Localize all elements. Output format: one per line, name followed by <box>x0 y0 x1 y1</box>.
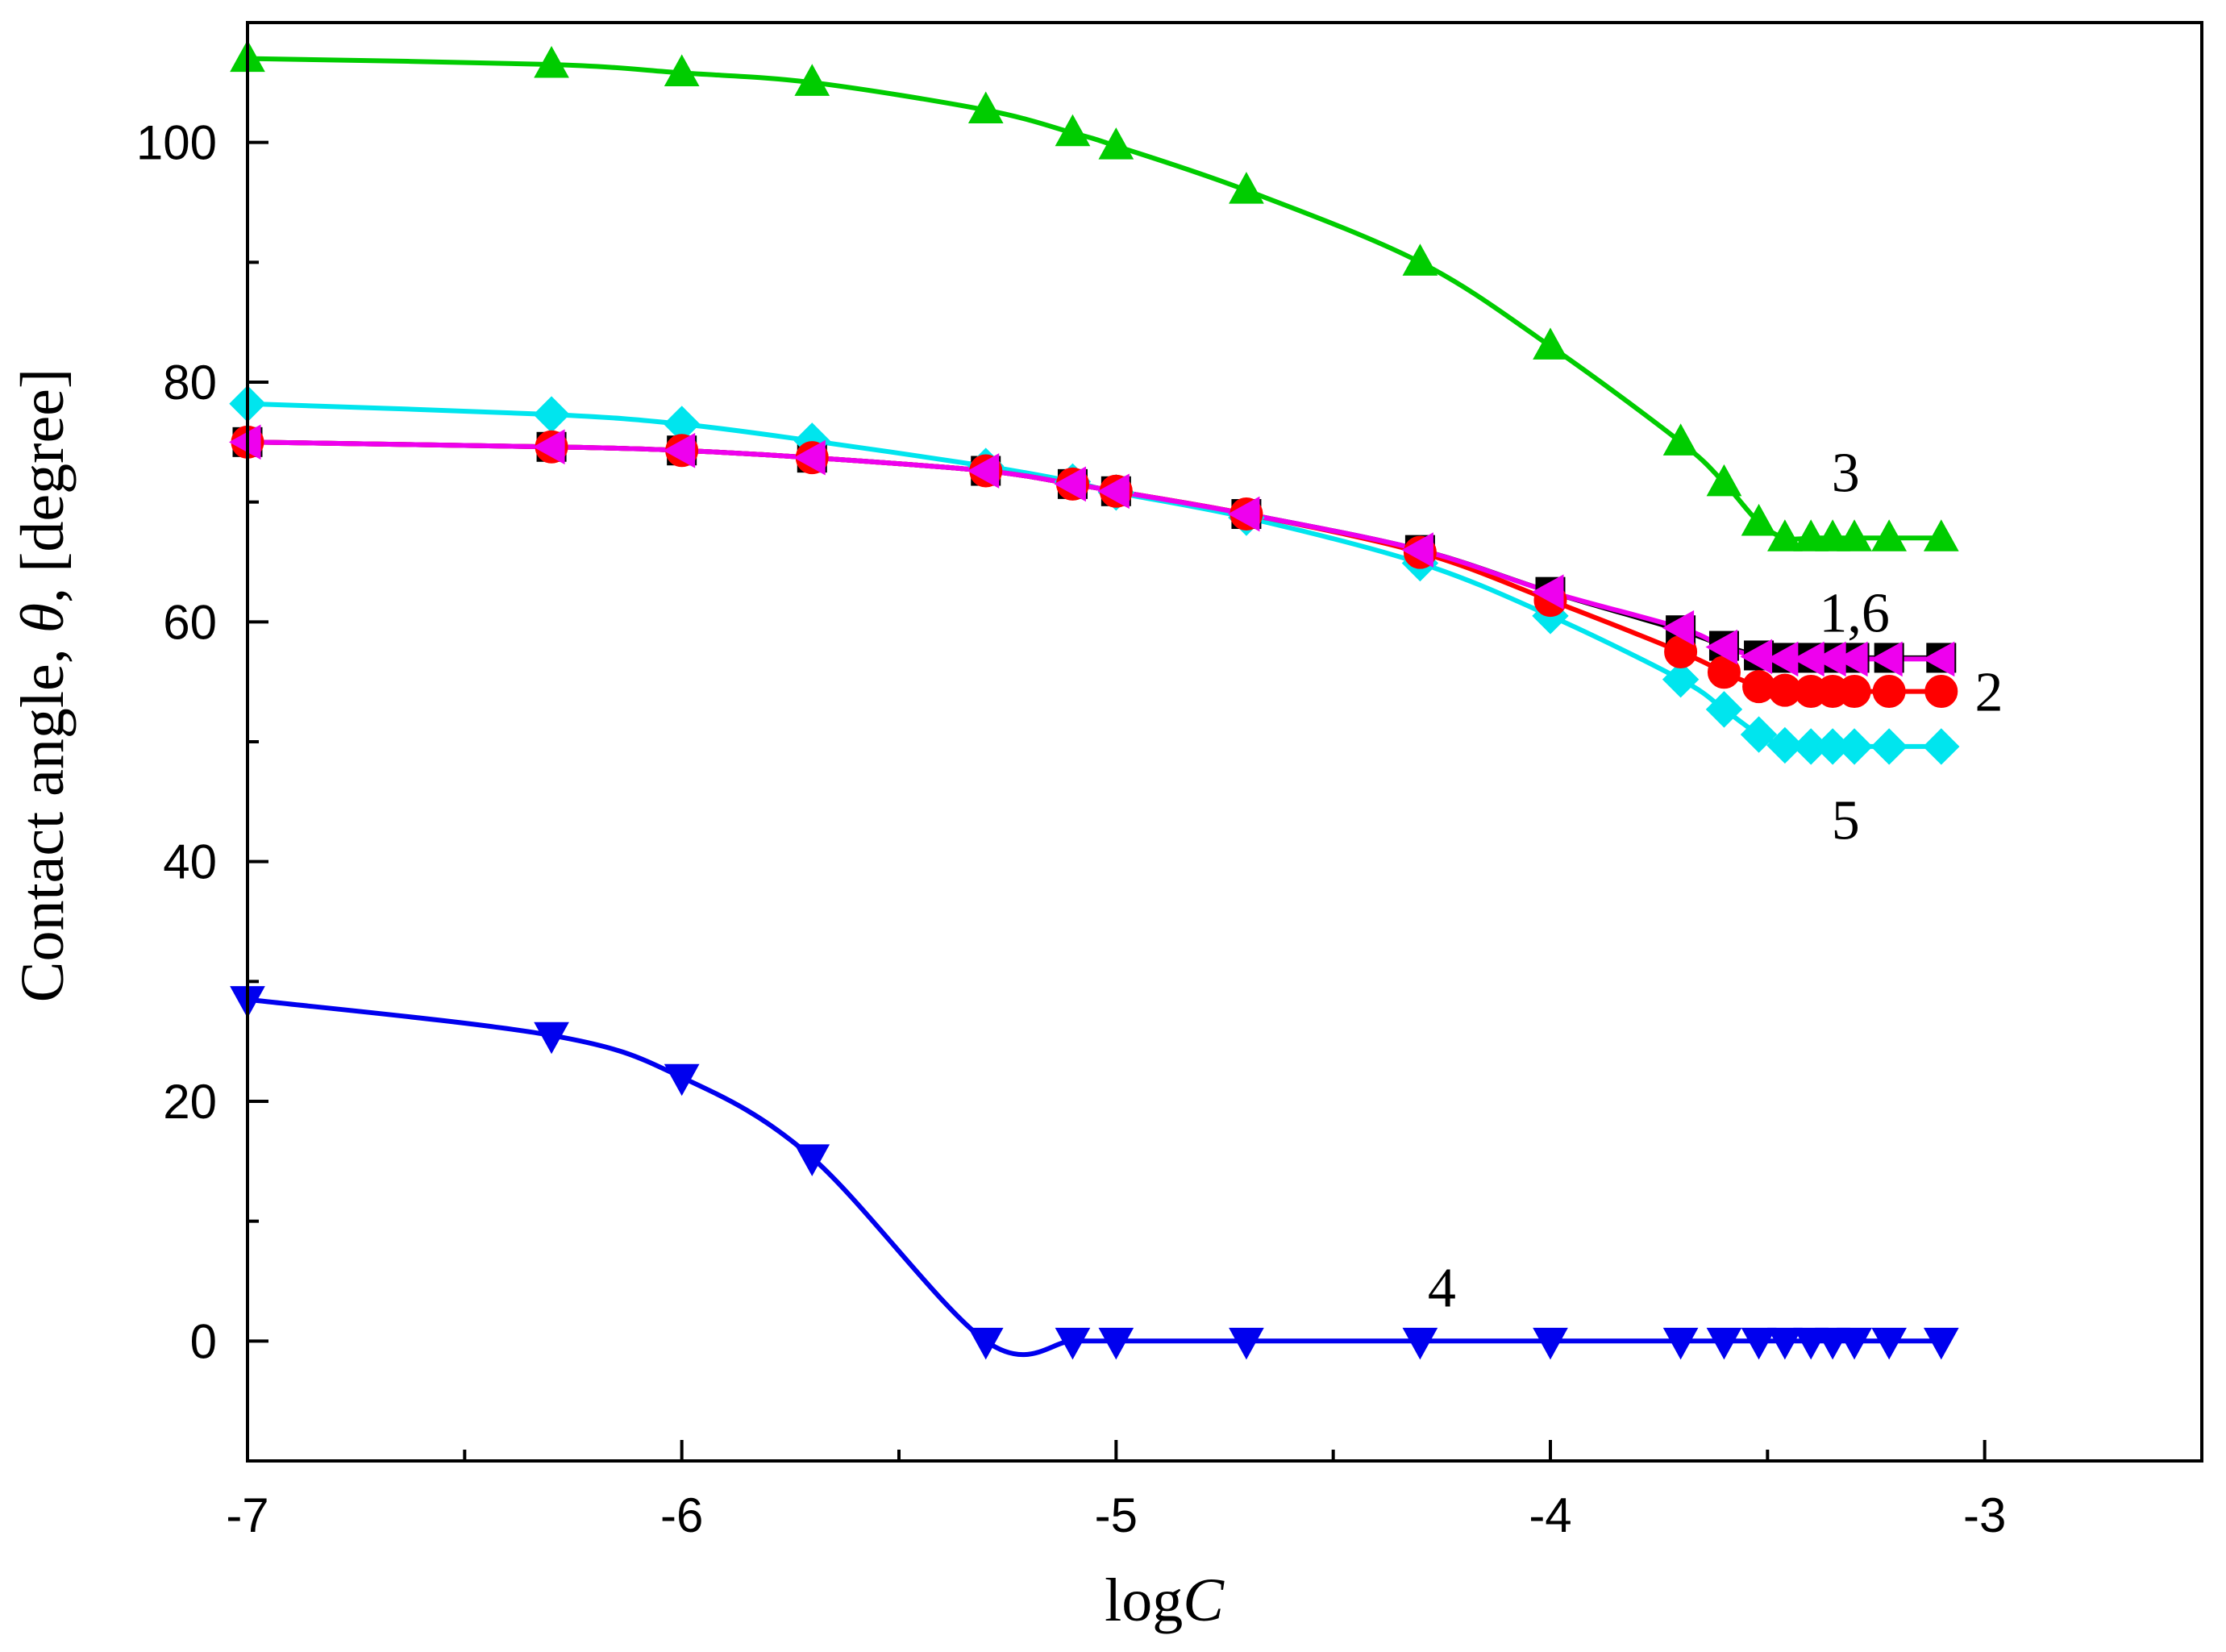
series-3-point <box>1662 423 1699 456</box>
series-annotation-label: 3 <box>1832 443 1860 505</box>
series-annotation-label: 2 <box>1975 662 2003 724</box>
series-4-point <box>1767 1327 1803 1360</box>
series-5-point <box>1870 728 1908 765</box>
series-4-point <box>794 1144 830 1176</box>
series-6-point <box>663 432 696 468</box>
y-axis-title-plain-1: Contact angle, <box>9 633 77 1002</box>
series-4-point <box>1098 1327 1134 1360</box>
series-3-point <box>967 91 1004 124</box>
series-6-point <box>1401 532 1433 568</box>
series-3-point <box>1815 519 1850 551</box>
series-5-point <box>1923 728 1960 765</box>
series-2-point <box>1837 675 1871 709</box>
axes-layer: -7 -6 -5 -4 -3 0 20 40 60 80 100 <box>136 21 2006 1542</box>
series-6-point <box>533 429 565 465</box>
series-3-point <box>1706 464 1742 497</box>
series-5-point <box>1662 660 1700 698</box>
y-tick-label: 100 <box>136 116 217 170</box>
series-2-point <box>1872 675 1906 709</box>
series-3-point <box>1767 519 1803 551</box>
series-6-point <box>967 453 1000 489</box>
series-4-point <box>1533 1327 1568 1360</box>
y-axis-title: Contact angle, θ, [degree] <box>9 368 77 1002</box>
x-axis-title: logC <box>1105 1567 1225 1634</box>
series-3-point <box>794 64 830 96</box>
series-5-point <box>1836 728 1873 765</box>
series-4-point <box>1923 1327 1959 1360</box>
series-annotation-label: 1,6 <box>1819 582 1890 644</box>
y-axis-title-italic: θ <box>9 603 77 633</box>
series-2-point <box>1924 675 1958 709</box>
series-4-point <box>1229 1327 1264 1360</box>
y-tick-label: 0 <box>190 1314 217 1368</box>
series-6-point <box>1531 574 1564 610</box>
series-6-point <box>793 439 826 476</box>
series-3-point <box>1098 127 1134 160</box>
series-4-point <box>1706 1327 1742 1360</box>
x-tick-label: -6 <box>660 1488 703 1542</box>
series-6-point <box>1227 496 1260 532</box>
series-5-point <box>1740 716 1778 753</box>
x-tick-label: -5 <box>1095 1488 1138 1542</box>
series-6-point <box>1054 466 1086 502</box>
y-axis-title-plain-2: , [degree] <box>9 368 77 603</box>
labels-layer: 3 1,6 2 5 4 <box>1428 443 2003 1320</box>
series-3-point <box>1837 519 1872 551</box>
series-3-point <box>1923 519 1959 551</box>
series-3-point <box>1402 243 1438 276</box>
y-tick-label: 60 <box>163 595 217 649</box>
series-3-point <box>1793 519 1829 551</box>
series-3-point <box>1055 114 1091 147</box>
series-annotation-label: 5 <box>1832 790 1860 852</box>
series-4-point <box>1793 1327 1829 1360</box>
series-3-point <box>534 45 569 78</box>
series-3-point <box>1533 327 1568 360</box>
series-4-point <box>664 1063 700 1096</box>
series-3-point <box>1741 503 1777 536</box>
series-4-point <box>1837 1327 1872 1360</box>
x-axis-title-plain: log <box>1105 1567 1183 1634</box>
x-tick-label: -3 <box>1963 1488 2006 1542</box>
series-3-point <box>664 54 700 86</box>
y-tick-label: 80 <box>163 356 217 410</box>
series-4-point <box>1402 1327 1438 1360</box>
x-tick-label: -7 <box>226 1488 268 1542</box>
series-4-point <box>1741 1327 1777 1360</box>
series-4-point <box>967 1327 1004 1360</box>
series-6-point <box>1870 641 1903 677</box>
series-4-point <box>534 1022 569 1055</box>
series-5-point <box>1705 691 1743 728</box>
series-annotation-label: 4 <box>1428 1257 1456 1319</box>
series-4-point <box>1662 1327 1699 1360</box>
y-tick-label: 20 <box>163 1075 217 1129</box>
series-6-point <box>1705 629 1737 665</box>
series-4-point <box>1055 1327 1091 1360</box>
series-3-point <box>1229 172 1264 204</box>
series-4-point <box>1815 1327 1850 1360</box>
series-6-point <box>1097 473 1130 510</box>
x-axis-title-italic: C <box>1183 1567 1225 1634</box>
series-5-point <box>1766 726 1804 764</box>
series-6-point <box>1922 641 1955 677</box>
series-6-point <box>1836 641 1868 677</box>
y-tick-label: 40 <box>163 835 217 889</box>
series-6-point <box>1662 610 1695 646</box>
x-tick-label: -4 <box>1529 1488 1571 1542</box>
series-3-point <box>1871 519 1908 551</box>
series-6-point <box>228 424 261 460</box>
markers-layer <box>228 40 1960 1360</box>
series-4-point <box>1871 1327 1908 1360</box>
